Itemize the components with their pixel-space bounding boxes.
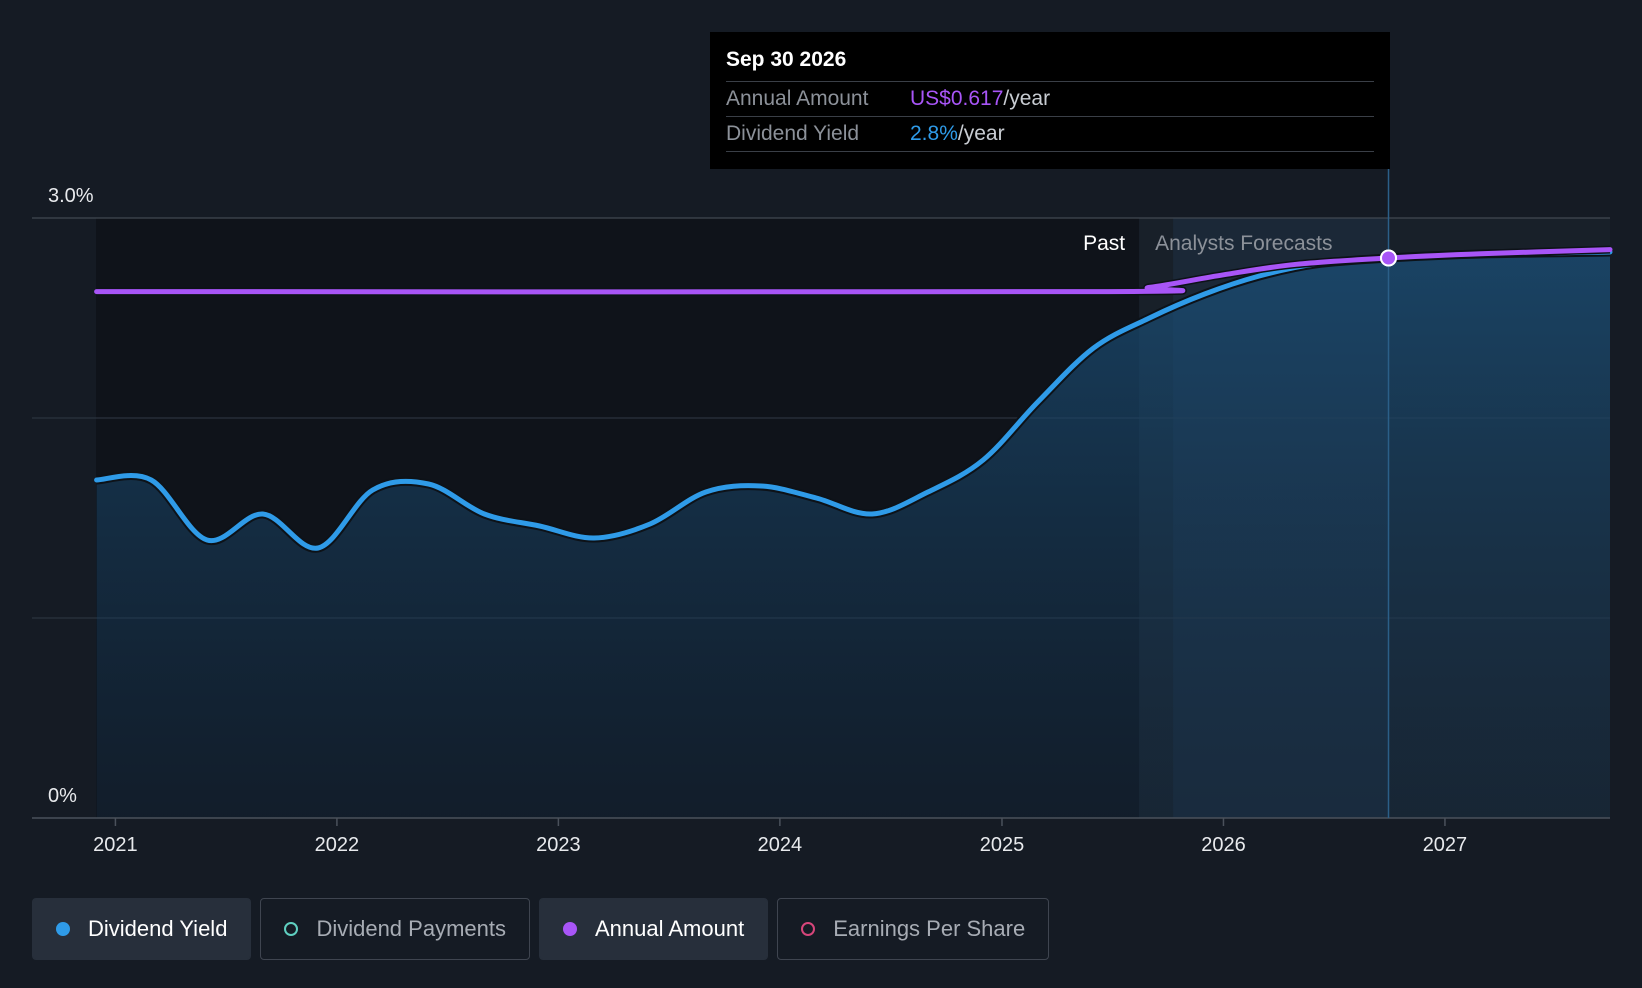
legend-annual-amount-button[interactable]: Annual Amount: [538, 898, 769, 960]
x-tick-label: 2021: [93, 834, 138, 856]
dividend-yield-line: [94, 249, 1613, 551]
legend-label: Dividend Yield: [88, 916, 228, 941]
legend-dividend-payments-button[interactable]: Dividend Payments: [260, 898, 530, 960]
x-tick-label: 2024: [758, 834, 803, 856]
annual-amount-marker: [1380, 249, 1398, 267]
legend-dot-icon: [56, 922, 70, 936]
legend: Dividend Yield Dividend Payments Annual …: [32, 898, 1050, 960]
legend-dot-icon: [284, 922, 299, 936]
legend-earnings-per-share-button[interactable]: Earnings Per Share: [777, 898, 1050, 960]
x-tick-label: 2027: [1423, 834, 1468, 856]
x-tick-label: 2026: [1201, 834, 1246, 856]
legend-dot-icon: [801, 922, 816, 936]
legend-label: Annual Amount: [594, 916, 745, 941]
x-tick-label: 2025: [980, 834, 1025, 856]
past-label: Past: [1083, 232, 1125, 255]
tooltip-unit: /year: [1003, 87, 1051, 110]
x-tick-label: 2023: [536, 834, 581, 856]
tooltip-row-annual-amount: Annual Amount US$0.617 /year: [726, 82, 1374, 117]
y-tick-label: 0%: [48, 785, 77, 807]
legend-dot-icon: [562, 922, 577, 936]
hover-tooltip: Sep 30 2026 Annual Amount US$0.617 /year…: [710, 32, 1390, 169]
tooltip-label: Annual Amount: [726, 87, 869, 110]
legend-label: Dividend Payments: [316, 916, 506, 941]
x-tick-label: 2022: [315, 834, 360, 856]
tooltip-date: Sep 30 2026: [726, 45, 1374, 82]
legend-label: Earnings Per Share: [833, 916, 1026, 941]
dividend-yield-area: [96, 252, 1610, 818]
forecast-label: Analysts Forecasts: [1155, 232, 1332, 255]
tooltip-row-dividend-yield: Dividend Yield 2.8% /year: [726, 117, 1374, 152]
y-tick-label: 3.0%: [48, 185, 94, 207]
tooltip-value: 2.8%: [910, 122, 958, 145]
legend-dividend-yield-button[interactable]: Dividend Yield: [32, 898, 252, 960]
tooltip-label: Dividend Yield: [726, 122, 860, 145]
tooltip-value: US$0.617: [910, 87, 1004, 110]
annual-amount-line: [94, 247, 1613, 295]
tooltip-unit: /year: [957, 122, 1005, 145]
